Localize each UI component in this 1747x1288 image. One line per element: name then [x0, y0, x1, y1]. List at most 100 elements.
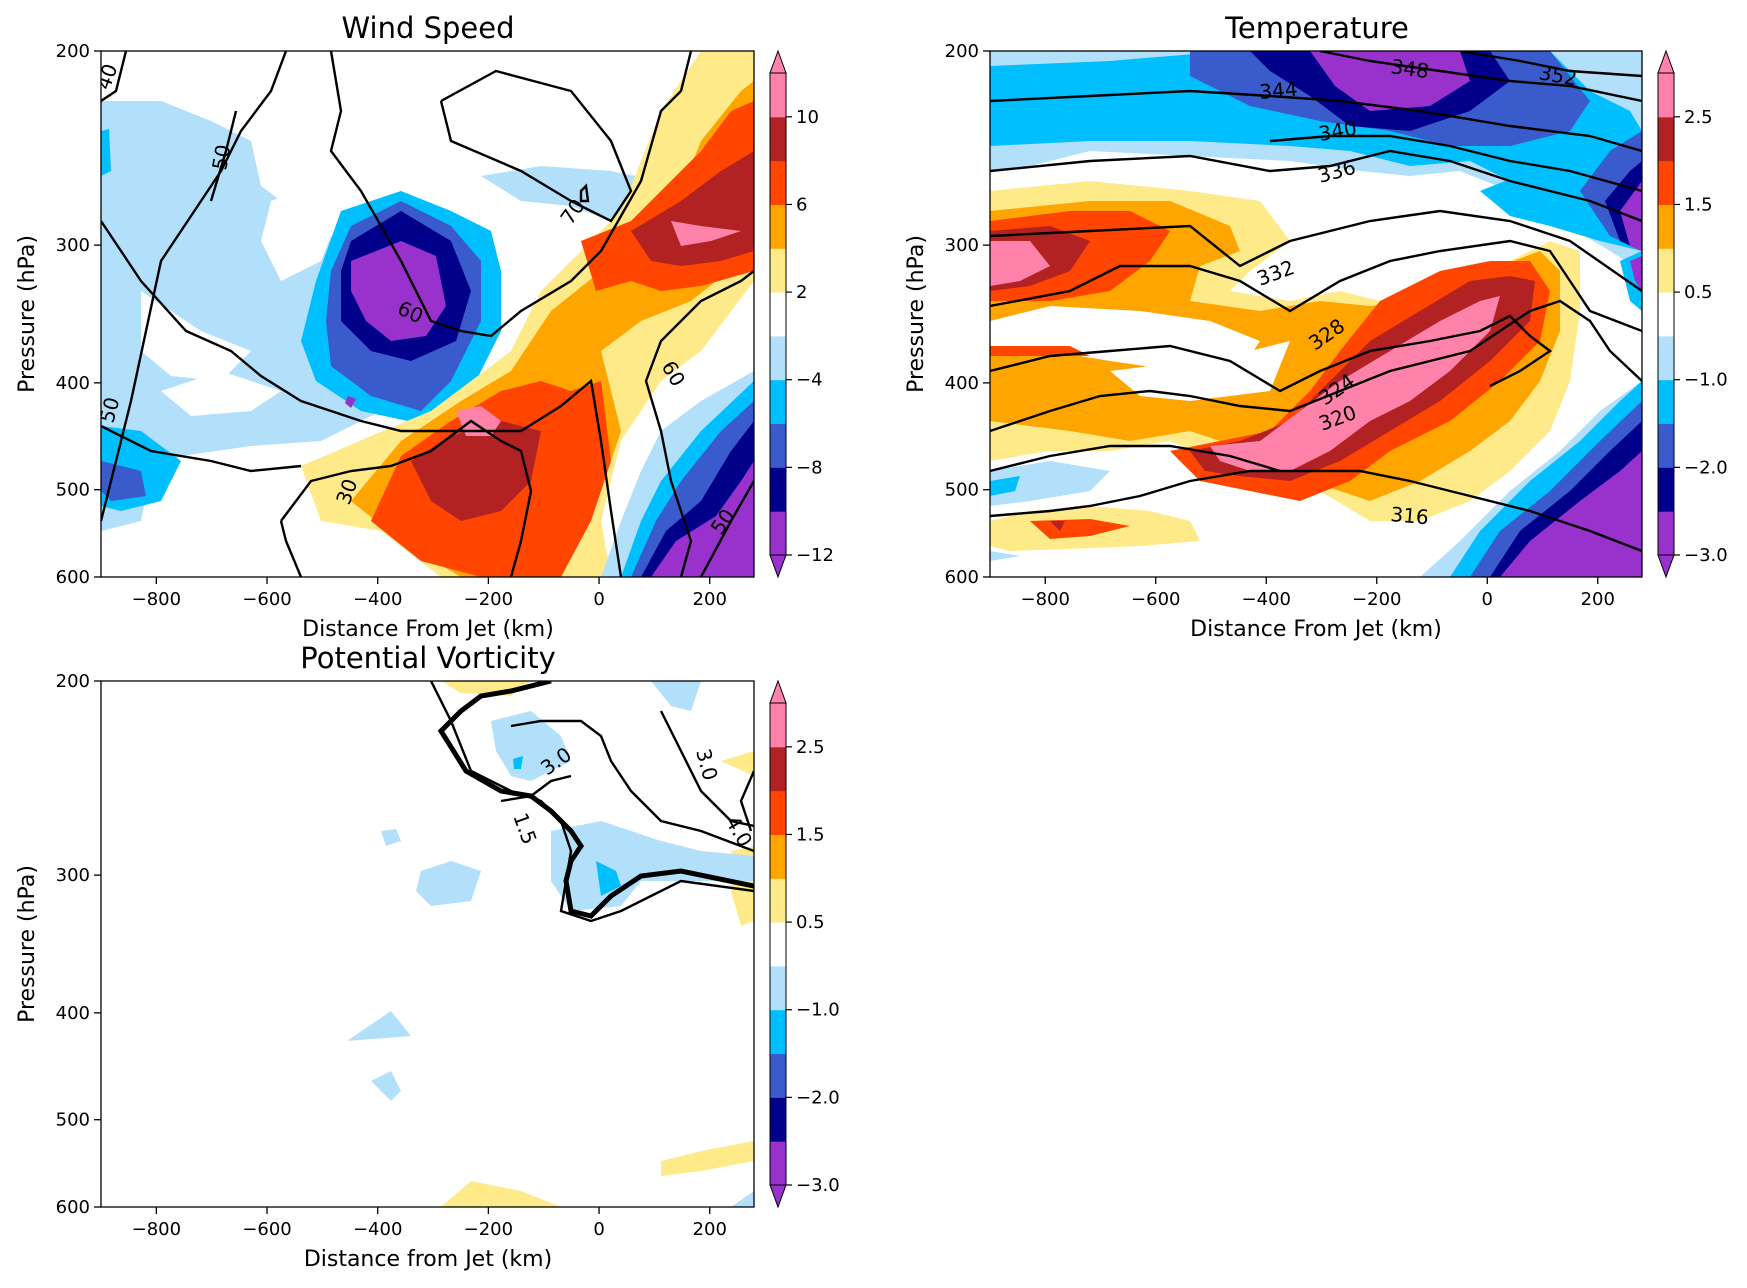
colorbar-swatch	[770, 248, 786, 293]
colorbar-swatch	[1658, 292, 1674, 337]
colorbar-tick-label: 10	[796, 107, 819, 128]
y-tick-label: 300	[56, 865, 90, 886]
wind-darkred-upper	[631, 151, 754, 266]
temp-contour-320	[990, 310, 1531, 433]
y-tick-label: 400	[56, 373, 90, 394]
temperature-contour-lines	[990, 51, 1642, 553]
x-tick-label: −400	[353, 1219, 402, 1240]
x-tick-label: 0	[593, 589, 604, 610]
x-tick-label: 0	[1482, 589, 1493, 610]
temp-red-mid	[990, 346, 1090, 356]
wind-purple-east	[651, 461, 754, 577]
wind-contour-low	[101, 424, 302, 473]
colorbar-swatch	[770, 292, 786, 337]
temp-lightblue-ll	[990, 461, 1110, 506]
colorbar-swatch	[1658, 73, 1674, 118]
colorbar-tick-label: 1.5	[1684, 194, 1713, 215]
colorbar-tick-label: −2.0	[1684, 457, 1728, 478]
wind-contour-40	[101, 51, 128, 102]
colorbar-extend-min	[769, 1184, 787, 1209]
colorbar-swatch	[770, 1009, 786, 1055]
temp-contour-316	[990, 469, 1642, 553]
pv-yellow-bottom	[441, 1181, 561, 1207]
colorbar-swatch	[770, 1141, 786, 1186]
wind-speed-title: Wind Speed	[341, 11, 514, 45]
colorbar-swatch	[770, 790, 786, 835]
wind-contour-50-nw	[209, 110, 238, 202]
wind-contour-mid	[329, 51, 693, 338]
temperature-x-ticks: −800 −600 −400 −200 0 200	[1021, 577, 1615, 610]
temperature-y-label: Pressure (hPa)	[904, 235, 929, 393]
colorbar-swatch	[770, 878, 786, 923]
pv-plot-area: 3.0 3.0 1.5 4.0	[101, 681, 754, 1207]
colorbar-tick-label: −8	[796, 457, 823, 478]
wind-contour-label: 50	[207, 143, 235, 172]
colorbar-tick-label: −3.0	[1684, 545, 1728, 566]
y-tick-label: 200	[945, 41, 979, 62]
pv-x-ticks: −800 −600 −400 −200 0 200	[132, 1207, 727, 1240]
temperature-title: Temperature	[1224, 11, 1409, 45]
temp-contour-label: 348	[1389, 54, 1430, 83]
x-tick-label: −200	[464, 589, 513, 610]
colorbar-swatch	[770, 1097, 786, 1142]
colorbar-swatch	[770, 965, 786, 1011]
y-tick-label: 600	[56, 567, 90, 588]
temp-cyan-ll	[990, 476, 1020, 496]
colorbar-swatch	[1658, 116, 1674, 162]
colorbar-tick-label: 0.5	[796, 912, 825, 933]
colorbar-tick-label: 6	[796, 194, 807, 215]
x-tick-label: −600	[242, 589, 291, 610]
temp-contour-right	[1529, 299, 1642, 382]
colorbar-swatch	[1658, 335, 1674, 381]
wind-contour-30	[280, 419, 533, 577]
wind-speed-contour-lines	[101, 51, 754, 577]
pv-cyan-top	[513, 756, 523, 769]
temp-pink-diag	[1210, 296, 1500, 471]
wind-contour-label: 50	[95, 394, 125, 425]
x-tick-label: −800	[132, 589, 181, 610]
colorbar-swatch	[770, 746, 786, 792]
y-tick-label: 200	[56, 671, 90, 692]
temp-contour-324	[990, 314, 1553, 393]
panel-wind-speed: Wind Speed	[15, 11, 834, 642]
colorbar-swatch	[770, 1053, 786, 1098]
panel-potential-vorticity: Potential Vorticity	[15, 641, 840, 1272]
wind-contour-loop	[579, 183, 590, 203]
colorbar-extend-min	[769, 554, 787, 579]
wind-speed-x-label: Distance From Jet (km)	[302, 617, 554, 642]
wind-contour-70	[439, 69, 633, 223]
colorbar-swatch	[1658, 248, 1674, 293]
x-tick-label: −600	[242, 1219, 291, 1240]
temp-contour-label: 344	[1258, 77, 1298, 104]
colorbar-swatch	[1658, 204, 1674, 249]
temp-white-cut2	[1110, 341, 1290, 401]
pv-yellow-right	[721, 751, 754, 776]
pv-lightblue-se	[731, 1191, 754, 1207]
temp-contour-328	[990, 239, 1642, 333]
panel-temperature: Temperature	[904, 11, 1728, 642]
y-tick-label: 400	[56, 1003, 90, 1024]
wind-cyan-nw	[101, 129, 111, 176]
colorbar-extend-max	[1657, 49, 1675, 74]
x-tick-label: −200	[464, 1219, 513, 1240]
temp-contour-340	[1269, 134, 1642, 193]
wind-pink-jet	[456, 406, 501, 436]
wind-purple-center	[351, 241, 446, 341]
pv-frame	[100, 680, 755, 1208]
colorbar-tick-label: 2	[796, 282, 807, 303]
temp-white-cut	[990, 306, 1260, 371]
colorbar-tick-label: −1.0	[1684, 370, 1728, 391]
colorbar-swatch	[770, 467, 786, 512]
temp-purple-east	[1500, 451, 1642, 577]
pv-y-ticks: 200 300 400 500 600	[56, 671, 101, 1218]
colorbar-swatch	[770, 922, 786, 967]
wind-white-notch	[261, 181, 341, 281]
pv-cyan-jet	[596, 861, 621, 896]
colorbar-frame	[769, 72, 787, 556]
y-tick-label: 500	[56, 1110, 90, 1131]
temp-contour-348	[1319, 51, 1642, 103]
temp-contour-lower	[990, 444, 1281, 473]
pv-contour-4	[659, 710, 754, 828]
pv-lightblue-top-right	[651, 681, 701, 711]
temp-contour-336	[990, 149, 1642, 223]
